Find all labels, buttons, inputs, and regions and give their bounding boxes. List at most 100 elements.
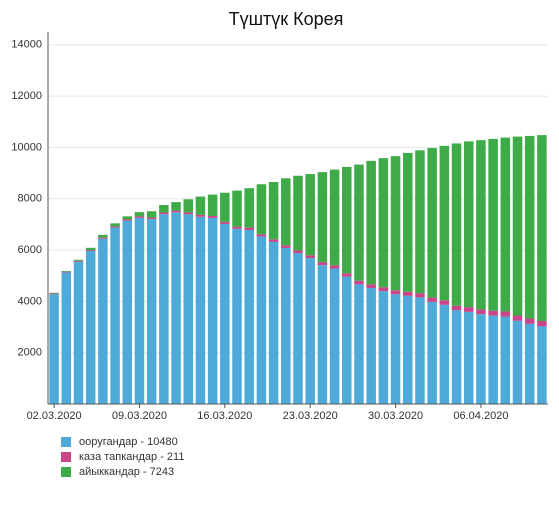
bar-segment (415, 293, 425, 298)
y-tick-label: 12000 (11, 90, 42, 102)
bar-segment (207, 217, 218, 404)
bar-segment (195, 214, 206, 217)
bar-segment (183, 212, 193, 215)
bar-segment (134, 212, 145, 217)
bar-segment (268, 239, 279, 242)
bar-segment (354, 284, 364, 404)
bar-segment (488, 138, 498, 311)
bar-segment (463, 307, 474, 312)
bar-segment (476, 309, 486, 315)
bar-segment (220, 221, 230, 224)
bar-segment (73, 261, 84, 404)
y-tick-label: 6000 (18, 244, 42, 256)
bar-segment (476, 140, 486, 310)
bar-segment (268, 241, 279, 404)
x-tick-label: 09.03.2020 (112, 410, 167, 422)
bar-segment (122, 219, 133, 221)
bar-segment (439, 145, 450, 301)
bar-segment (146, 217, 157, 220)
bar-segment (281, 245, 291, 248)
legend-label: айыккандар - 7243 (79, 466, 174, 478)
bar-segment (146, 219, 157, 404)
bar-segment (85, 250, 96, 251)
bar-segment (256, 234, 267, 237)
x-tick-label: 02.03.2020 (27, 410, 82, 422)
bar-segment (49, 293, 59, 295)
x-tick-label: 23.03.2020 (283, 410, 338, 422)
bar-segment (500, 137, 511, 312)
bar-segment (122, 220, 133, 404)
bar-segment (366, 284, 376, 288)
bar-segment (451, 143, 462, 306)
bar-segment (171, 210, 181, 213)
bar-segment (342, 273, 352, 277)
bar-segment (195, 196, 206, 215)
legend-swatch (61, 467, 71, 477)
bar-segment (354, 164, 364, 281)
bar-segment (134, 217, 145, 404)
bar-segment (415, 297, 425, 404)
bar-segment (537, 135, 547, 321)
bar-segment (183, 199, 193, 213)
y-tick-label: 8000 (18, 193, 42, 205)
bar-segment (403, 152, 413, 292)
bar-segment (390, 294, 401, 404)
bar-segment (537, 320, 547, 327)
bar-segment (244, 188, 254, 228)
bar-segment (61, 272, 72, 404)
bar-segment (390, 156, 401, 291)
bar-segment (244, 227, 254, 231)
y-tick-label: 2000 (18, 347, 42, 359)
x-tick-label: 06.04.2020 (453, 410, 508, 422)
x-tick-label: 30.03.2020 (368, 410, 423, 422)
bar-segment (256, 184, 267, 235)
bar-segment (342, 166, 352, 274)
bar-segment (524, 318, 535, 324)
legend-swatch (61, 452, 71, 462)
bar-segment (293, 250, 303, 254)
bar-segment (232, 190, 242, 227)
bar-segment (281, 178, 291, 246)
bar-segment (61, 271, 72, 273)
y-tick-label: 10000 (11, 141, 42, 153)
bar-segment (244, 230, 254, 404)
x-tick-label: 16.03.2020 (197, 410, 252, 422)
bar-segment (159, 212, 169, 215)
bar-segment (110, 223, 120, 227)
bar-segment (49, 292, 59, 294)
bar-segment (500, 311, 511, 317)
bar-segment (305, 174, 315, 256)
bar-segment (110, 227, 120, 404)
bar-segment (317, 172, 328, 263)
y-tick-label: 4000 (18, 295, 42, 307)
bar-segment (220, 192, 230, 222)
bar-segment (232, 228, 242, 404)
bar-segment (512, 315, 523, 321)
bar-segment (305, 258, 315, 404)
bar-segment (49, 294, 59, 404)
bar-segment (366, 160, 376, 285)
bar-segment (537, 326, 547, 404)
bar-segment (329, 169, 340, 266)
bar-segment (73, 259, 84, 261)
bar-segment (463, 311, 474, 404)
bar-segment (171, 212, 181, 404)
bar-segment (451, 305, 462, 311)
bar-segment (329, 268, 340, 404)
bar-segment (451, 310, 462, 404)
bar-segment (524, 323, 535, 404)
bar-segment (512, 320, 523, 404)
bar-segment (232, 226, 242, 229)
bar-segment (427, 297, 437, 302)
bar-segment (85, 247, 96, 251)
bar-segment (378, 291, 389, 404)
bar-segment (439, 304, 450, 404)
bar-segment (146, 211, 157, 218)
bar-segment (122, 216, 133, 220)
bar-segment (354, 280, 364, 285)
bar-segment (183, 214, 193, 404)
bar-segment (488, 315, 498, 404)
bar-segment (73, 260, 84, 262)
bar-segment (403, 295, 413, 404)
